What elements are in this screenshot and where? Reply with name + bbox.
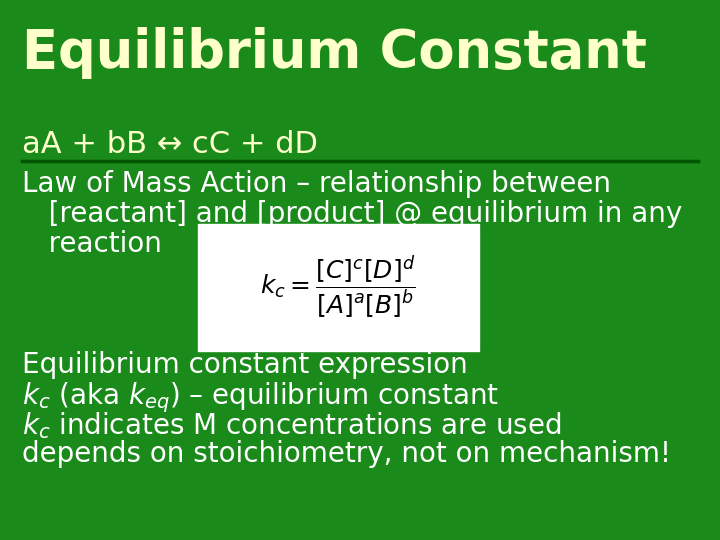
Text: $k_c = \dfrac{[C]^c[D]^d}{[A]^a[B]^b}$: $k_c = \dfrac{[C]^c[D]^d}{[A]^a[B]^b}$ xyxy=(261,254,416,321)
Text: $k_c$ indicates M concentrations are used: $k_c$ indicates M concentrations are use… xyxy=(22,410,561,441)
Text: $k_c$ (aka $k_{eq}$) – equilibrium constant: $k_c$ (aka $k_{eq}$) – equilibrium const… xyxy=(22,381,499,415)
Text: Equilibrium Constant: Equilibrium Constant xyxy=(22,27,647,79)
Text: Equilibrium constant expression: Equilibrium constant expression xyxy=(22,351,467,379)
Text: Law of Mass Action – relationship between: Law of Mass Action – relationship betwee… xyxy=(22,170,611,198)
Text: reaction: reaction xyxy=(22,230,161,258)
Text: aA + bB ↔ cC + dD: aA + bB ↔ cC + dD xyxy=(22,130,318,159)
FancyBboxPatch shape xyxy=(198,224,479,351)
Text: depends on stoichiometry, not on mechanism!: depends on stoichiometry, not on mechani… xyxy=(22,440,671,468)
Text: [reactant] and [product] @ equilibrium in any: [reactant] and [product] @ equilibrium i… xyxy=(22,200,682,228)
